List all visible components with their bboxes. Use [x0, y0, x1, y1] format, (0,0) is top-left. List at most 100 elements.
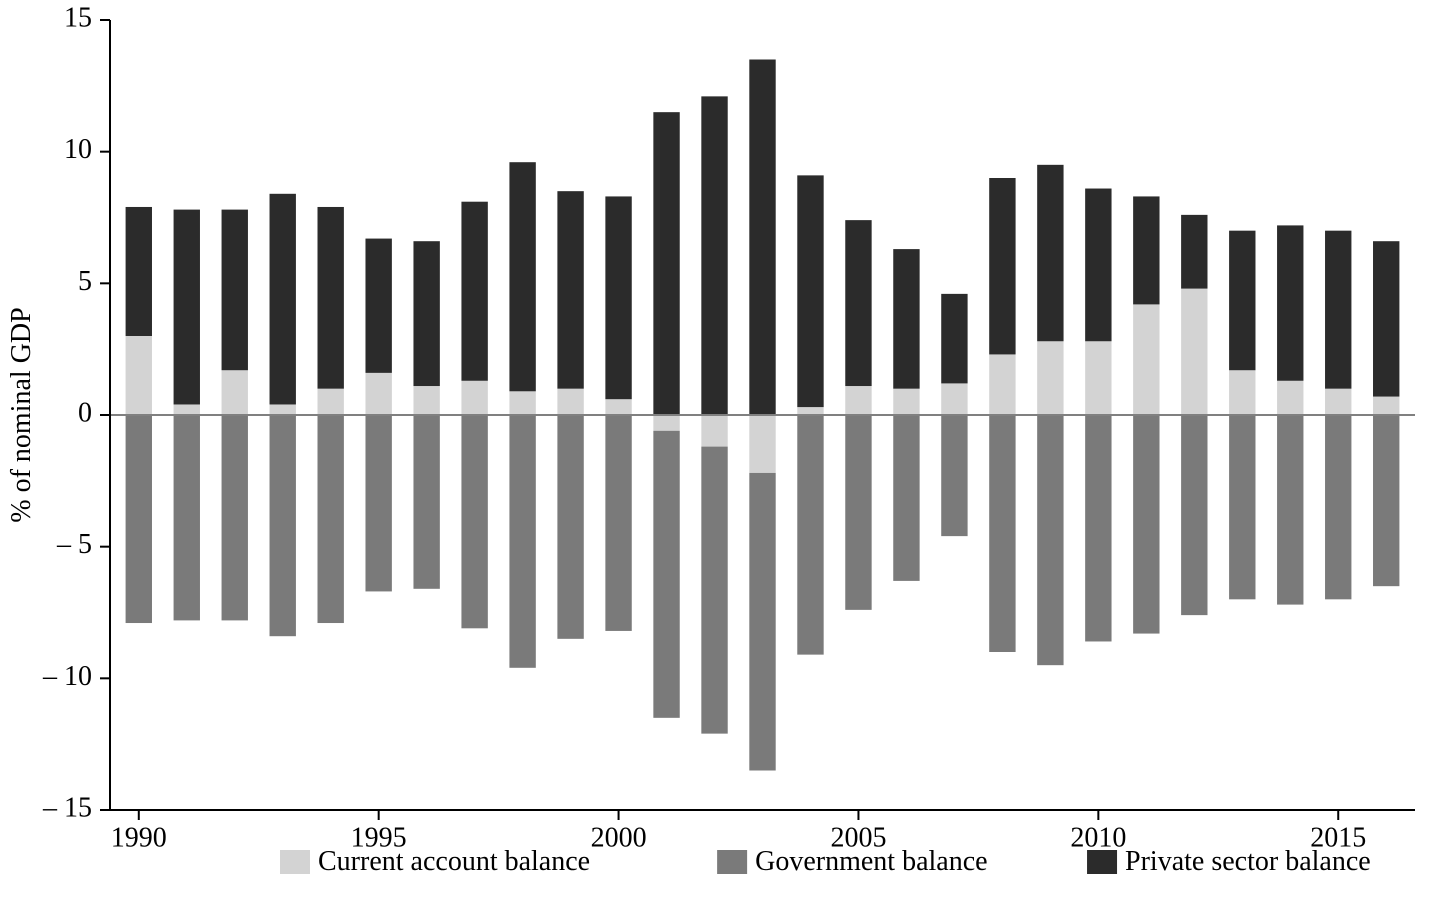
bar-private_sector_balance — [318, 207, 344, 389]
bar-current_account_balance — [1325, 389, 1351, 415]
y-tick-label: 10 — [64, 134, 92, 165]
legend-label-current_account_balance: Current account balance — [318, 846, 590, 877]
bar-current_account_balance — [653, 415, 679, 431]
bar-current_account_balance — [1229, 370, 1255, 415]
bar-private_sector_balance — [1037, 165, 1063, 341]
bar-government_balance — [1133, 415, 1159, 634]
bar-current_account_balance — [174, 404, 200, 415]
bar-current_account_balance — [1037, 341, 1063, 415]
bar-current_account_balance — [222, 370, 248, 415]
bar-current_account_balance — [365, 373, 391, 415]
bar-current_account_balance — [270, 404, 296, 415]
bar-government_balance — [1229, 415, 1255, 599]
bar-private_sector_balance — [941, 294, 967, 384]
bar-private_sector_balance — [461, 202, 487, 381]
bar-private_sector_balance — [845, 220, 871, 386]
chart-container: – 15– 10– 505101519901995200020052010201… — [0, 0, 1435, 910]
bar-current_account_balance — [413, 386, 439, 415]
bar-government_balance — [1181, 415, 1207, 615]
bar-private_sector_balance — [1373, 241, 1399, 396]
bar-government_balance — [605, 415, 631, 631]
x-tick-label: 2010 — [1070, 823, 1126, 854]
bar-private_sector_balance — [989, 178, 1015, 354]
legend-swatch-current_account_balance — [280, 850, 310, 874]
bar-government_balance — [557, 415, 583, 639]
bar-private_sector_balance — [174, 210, 200, 405]
y-tick-label: 5 — [78, 266, 92, 297]
bar-government_balance — [1373, 415, 1399, 586]
bar-private_sector_balance — [1325, 231, 1351, 389]
bar-current_account_balance — [941, 383, 967, 415]
bar-current_account_balance — [1277, 381, 1303, 415]
bar-government_balance — [126, 415, 152, 623]
bar-government_balance — [509, 415, 535, 668]
bar-current_account_balance — [1085, 341, 1111, 415]
bar-current_account_balance — [1373, 397, 1399, 415]
bar-private_sector_balance — [222, 210, 248, 371]
bar-government_balance — [1277, 415, 1303, 605]
bar-current_account_balance — [845, 386, 871, 415]
bar-private_sector_balance — [1229, 231, 1255, 371]
bar-private_sector_balance — [1133, 196, 1159, 304]
bar-current_account_balance — [701, 415, 727, 447]
bar-private_sector_balance — [653, 112, 679, 415]
bar-current_account_balance — [126, 336, 152, 415]
y-axis-label: % of nominal GDP — [6, 307, 37, 522]
bar-government_balance — [318, 415, 344, 623]
bar-government_balance — [749, 473, 775, 771]
bar-current_account_balance — [749, 415, 775, 473]
bar-current_account_balance — [1133, 304, 1159, 415]
bar-government_balance — [365, 415, 391, 591]
bar-current_account_balance — [893, 389, 919, 415]
legend-swatch-government_balance — [717, 850, 747, 874]
bar-private_sector_balance — [365, 239, 391, 373]
bar-government_balance — [701, 447, 727, 734]
bar-government_balance — [270, 415, 296, 636]
bar-private_sector_balance — [126, 207, 152, 336]
bar-current_account_balance — [557, 389, 583, 415]
legend-label-private_sector_balance: Private sector balance — [1125, 846, 1371, 877]
bar-current_account_balance — [989, 354, 1015, 415]
bar-private_sector_balance — [509, 162, 535, 391]
bar-private_sector_balance — [1085, 189, 1111, 342]
bar-government_balance — [1085, 415, 1111, 641]
bar-private_sector_balance — [557, 191, 583, 388]
bar-current_account_balance — [797, 407, 823, 415]
bar-government_balance — [797, 415, 823, 655]
x-tick-label: 2000 — [591, 823, 647, 854]
y-tick-label: – 5 — [56, 529, 92, 560]
bar-private_sector_balance — [1277, 225, 1303, 380]
bar-government_balance — [461, 415, 487, 628]
bar-government_balance — [1325, 415, 1351, 599]
bar-government_balance — [989, 415, 1015, 652]
bar-private_sector_balance — [605, 196, 631, 399]
bar-current_account_balance — [318, 389, 344, 415]
bar-current_account_balance — [509, 391, 535, 415]
bar-current_account_balance — [1181, 289, 1207, 415]
bar-government_balance — [941, 415, 967, 536]
bar-private_sector_balance — [797, 175, 823, 407]
y-tick-label: – 15 — [42, 792, 92, 823]
bar-government_balance — [174, 415, 200, 620]
sector-balance-chart: – 15– 10– 505101519901995200020052010201… — [0, 0, 1435, 910]
bar-government_balance — [1037, 415, 1063, 665]
x-tick-label: 1990 — [111, 823, 167, 854]
bar-government_balance — [413, 415, 439, 589]
bar-private_sector_balance — [1181, 215, 1207, 289]
bar-government_balance — [222, 415, 248, 620]
y-tick-label: 0 — [78, 397, 92, 428]
bar-government_balance — [653, 431, 679, 718]
y-tick-label: 15 — [64, 2, 92, 33]
bar-current_account_balance — [605, 399, 631, 415]
bar-current_account_balance — [461, 381, 487, 415]
bar-government_balance — [845, 415, 871, 610]
bar-private_sector_balance — [701, 96, 727, 415]
bar-private_sector_balance — [413, 241, 439, 386]
bar-government_balance — [893, 415, 919, 581]
bar-private_sector_balance — [270, 194, 296, 405]
legend-label-government_balance: Government balance — [755, 846, 987, 877]
bar-private_sector_balance — [893, 249, 919, 389]
y-tick-label: – 10 — [42, 661, 92, 692]
bar-private_sector_balance — [749, 60, 775, 416]
legend-swatch-private_sector_balance — [1087, 850, 1117, 874]
